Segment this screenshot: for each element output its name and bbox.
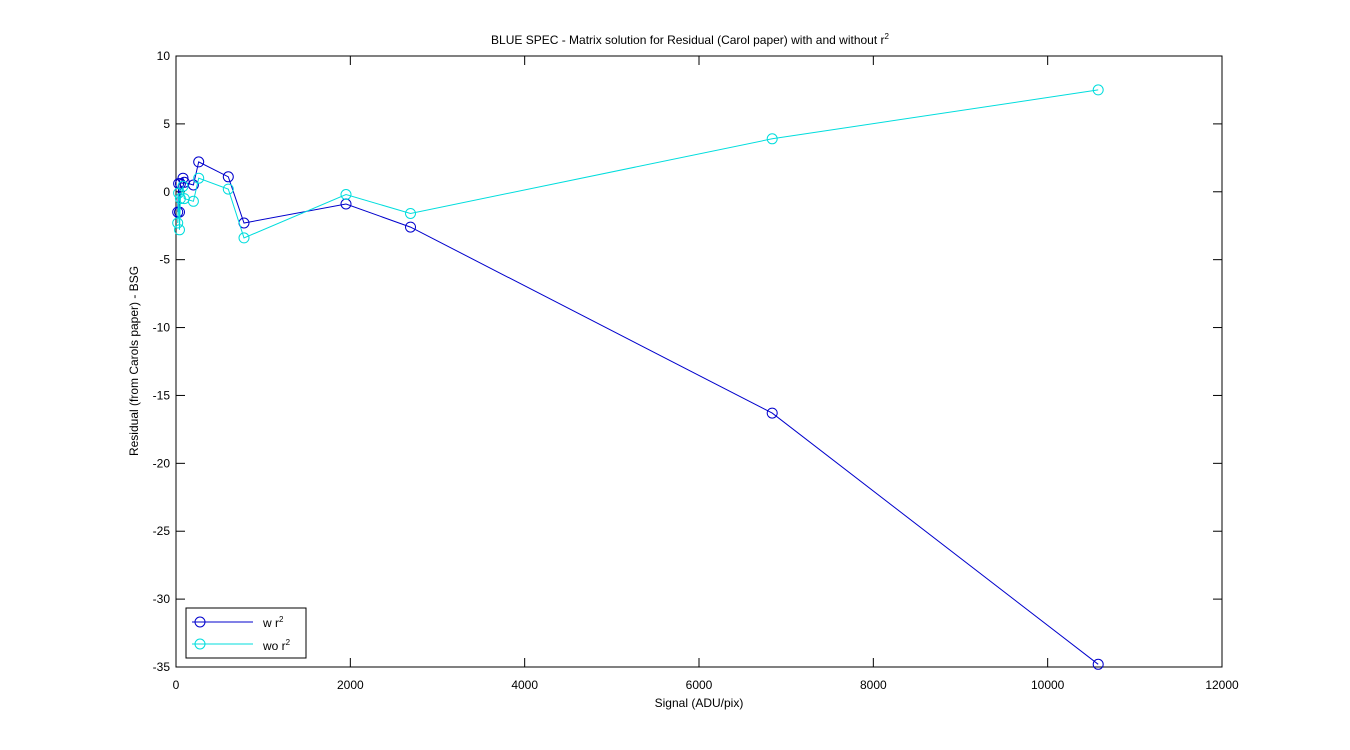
data-point-series-1 xyxy=(766,133,778,145)
y-tick-label: 0 xyxy=(163,185,170,199)
y-axis-ticks: -35 -30 -25 -20 -15 -10 -5 0 5 10 xyxy=(153,49,1222,674)
data-point-series-0 xyxy=(405,221,416,233)
legend-box xyxy=(185,607,307,659)
x-tick-label: 0 xyxy=(173,678,180,692)
x-tick-label: 12000 xyxy=(1205,678,1239,692)
x-axis-label: Signal (ADU/pix) xyxy=(655,696,744,710)
data-point-series-1 xyxy=(174,193,186,205)
data-point-series-0 xyxy=(1092,658,1104,670)
series-layer xyxy=(172,84,1104,670)
plot-area xyxy=(175,55,1223,668)
y-tick-label: -5 xyxy=(159,253,170,267)
data-point-series-0 xyxy=(766,407,778,419)
x-tick-label: 2000 xyxy=(337,678,364,692)
data-point-series-1 xyxy=(177,180,189,192)
x-tick-label: 4000 xyxy=(511,678,538,692)
legend-label-wo-r2: wo r2 xyxy=(262,638,291,653)
legend-marker-w-r2 xyxy=(194,616,206,628)
data-point-series-1 xyxy=(405,208,416,219)
x-axis-ticks: 0 2000 4000 6000 8000 10000 12000 xyxy=(173,56,1239,692)
legend-label-w-r2: w r2 xyxy=(262,615,284,630)
data-point-series-0 xyxy=(177,172,189,184)
y-tick-label: -20 xyxy=(153,456,171,470)
y-tick-label: -30 xyxy=(153,592,171,606)
y-tick-label: -15 xyxy=(153,388,171,402)
data-point-series-1 xyxy=(222,183,234,195)
y-tick-label: -25 xyxy=(153,524,171,538)
y-tick-label: 5 xyxy=(163,117,170,131)
data-point-series-1 xyxy=(238,232,250,244)
y-tick-label: -10 xyxy=(153,321,171,335)
data-point-series-1 xyxy=(340,189,352,200)
chart-title: BLUE SPEC - Matrix solution for Residual… xyxy=(491,32,890,47)
x-tick-label: 6000 xyxy=(686,678,713,692)
x-tick-label: 8000 xyxy=(860,678,887,692)
x-tick-label: 10000 xyxy=(1031,678,1065,692)
data-point-series-1 xyxy=(193,172,205,184)
legend: w r2 wo r2 xyxy=(185,607,307,659)
y-tick-label: 10 xyxy=(157,49,171,63)
data-point-series-1 xyxy=(1092,84,1104,96)
data-point-series-1 xyxy=(172,217,184,229)
data-point-series-1 xyxy=(187,195,199,207)
data-point-series-0 xyxy=(187,179,199,191)
legend-marker-wo-r2 xyxy=(194,638,206,650)
y-axis-label: Residual (from Carols paper) - BSG xyxy=(127,266,141,456)
data-point-series-0 xyxy=(193,156,205,168)
y-tick-label: -35 xyxy=(153,660,171,674)
data-point-series-0 xyxy=(222,171,234,183)
data-point-series-1 xyxy=(174,224,185,236)
